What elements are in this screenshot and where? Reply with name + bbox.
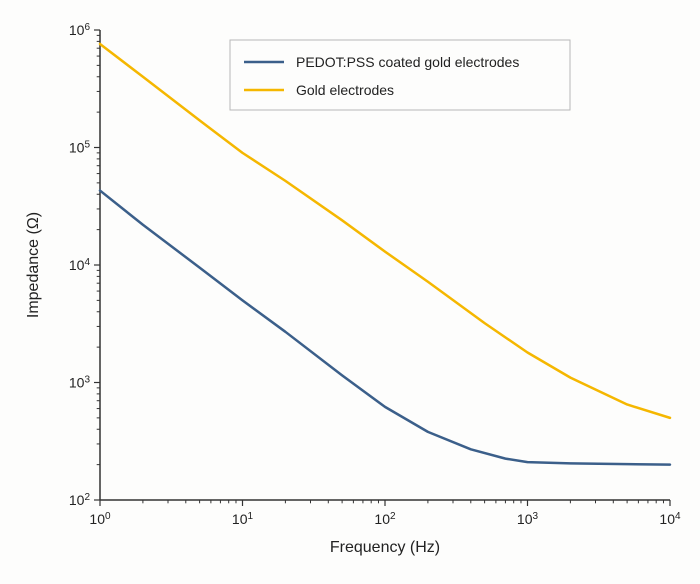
legend-label: Gold electrodes bbox=[296, 82, 394, 98]
chart-container: 100101102103104102103104105106Frequency … bbox=[0, 0, 700, 584]
legend-box bbox=[230, 40, 570, 110]
y-axis-label: Impedance (Ω) bbox=[25, 212, 42, 318]
legend-label: PEDOT:PSS coated gold electrodes bbox=[296, 54, 519, 70]
impedance-chart: 100101102103104102103104105106Frequency … bbox=[0, 0, 700, 584]
x-axis-label: Frequency (Hz) bbox=[330, 539, 440, 556]
